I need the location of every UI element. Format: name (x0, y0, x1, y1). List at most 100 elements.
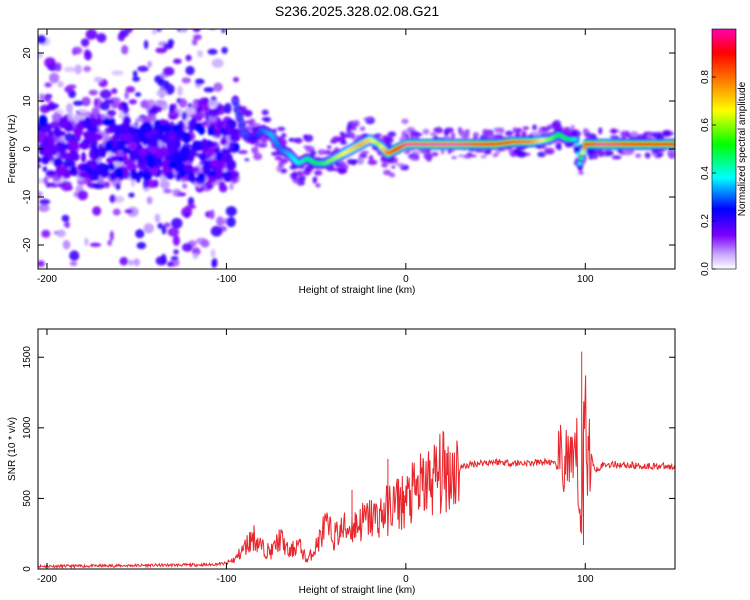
noise-blob (56, 229, 66, 238)
ridge-halo-blob (593, 152, 598, 160)
noise-core-blob (225, 161, 234, 172)
noise-blob (190, 113, 203, 120)
noise-blob (200, 239, 210, 248)
noise-blob (136, 241, 147, 250)
noise-blob (81, 96, 91, 107)
ridge-halo-blob (514, 131, 521, 137)
noise-blob (169, 103, 174, 114)
ridge-core (574, 142, 580, 146)
noise-blob (63, 222, 70, 227)
noise-blob (38, 35, 47, 44)
noise-blob (153, 105, 163, 113)
ridge-core (576, 152, 581, 156)
noise-core-blob (126, 163, 138, 171)
ridge-halo-blob (292, 179, 299, 184)
noise-blob (185, 65, 195, 76)
noise-core-blob (92, 139, 98, 146)
noise-core-blob (117, 123, 129, 135)
noise-blob (38, 52, 44, 59)
noise-blob (229, 183, 234, 191)
y-tick-label: 1500 (22, 346, 33, 369)
y-tick-label: -10 (22, 189, 33, 204)
noise-blob (161, 224, 167, 235)
ridge-core (232, 99, 238, 103)
noise-blob (74, 64, 82, 75)
ridge-halo-blob (243, 111, 253, 115)
ridge-halo-blob (363, 117, 373, 121)
noise-blob (119, 256, 129, 266)
ridge-halo-blob (609, 135, 620, 139)
ridge-halo-blob (338, 161, 346, 167)
y-tick-label: 500 (22, 490, 33, 507)
snr-frame (37, 328, 676, 570)
noise-blob (111, 88, 118, 95)
noise-blob (171, 217, 183, 229)
noise-blob (92, 206, 102, 216)
noise-blob (154, 213, 161, 223)
noise-core-blob (168, 160, 177, 169)
ridge-core (672, 142, 675, 146)
noise-blob (208, 108, 220, 118)
ridge-halo-blob (312, 178, 317, 184)
noise-core-blob (216, 120, 225, 130)
ridge-halo-blob (552, 120, 561, 128)
noise-core-blob (80, 151, 87, 163)
noise-blob (182, 183, 188, 189)
ridge-halo-blob (545, 147, 555, 155)
ridge-core (235, 110, 241, 114)
ridge-halo-blob (556, 144, 562, 151)
noise-core-blob (88, 118, 101, 127)
ridge-halo-blob (232, 76, 240, 83)
ridge-halo-blob (340, 133, 347, 141)
noise-blob (186, 107, 196, 114)
noise-core-blob (109, 171, 117, 181)
noise-core-blob (224, 170, 232, 183)
noise-blob (132, 76, 141, 82)
ridge-halo-blob (281, 132, 287, 139)
ridge-halo-blob (310, 150, 317, 157)
x-tick-label: 0 (403, 274, 409, 285)
ridge-halo-blob (480, 154, 487, 159)
noise-blob (106, 109, 117, 117)
noise-core-blob (187, 119, 196, 128)
ridge-halo-blob (499, 127, 505, 134)
x-tick-label: 100 (577, 274, 594, 285)
noise-blob (203, 87, 215, 93)
noise-blob (187, 103, 193, 109)
ridge-halo-blob (546, 124, 556, 130)
noise-core-blob (197, 125, 206, 136)
colorbar-frame (711, 28, 737, 270)
ridge-halo-blob (422, 128, 430, 135)
ridge-halo-blob (598, 127, 603, 135)
ridge-halo-blob (515, 127, 523, 133)
ridge-halo-blob (277, 126, 286, 132)
noise-blob (67, 110, 73, 122)
noise-blob (112, 208, 121, 216)
noise-blob (62, 240, 71, 250)
noise-blob (181, 243, 193, 252)
ridge-halo-blob (331, 137, 336, 142)
ridge-core (237, 115, 243, 119)
ridge-core (240, 126, 245, 130)
ridge-halo-blob (404, 150, 411, 155)
noise-blob (210, 248, 216, 258)
noise-blob (210, 225, 223, 237)
noise-blob (115, 183, 121, 191)
ridge-halo-blob (237, 150, 248, 155)
noise-core-blob (207, 127, 214, 136)
ridge-halo-blob (588, 155, 595, 160)
ridge-halo-blob (338, 169, 344, 175)
noise-blob (142, 178, 149, 189)
noise-blob (124, 91, 129, 100)
noise-core-blob (42, 149, 55, 158)
ridge-halo-blob (474, 149, 485, 153)
noise-blob (103, 181, 111, 189)
noise-blob (178, 98, 188, 108)
ridge-halo-blob (512, 127, 517, 134)
noise-blob (191, 38, 198, 46)
noise-core-blob (166, 139, 175, 149)
noise-core-blob (220, 148, 229, 156)
noise-core-blob (41, 155, 50, 165)
ridge-halo-blob (463, 154, 472, 159)
noise-blob (184, 212, 190, 219)
